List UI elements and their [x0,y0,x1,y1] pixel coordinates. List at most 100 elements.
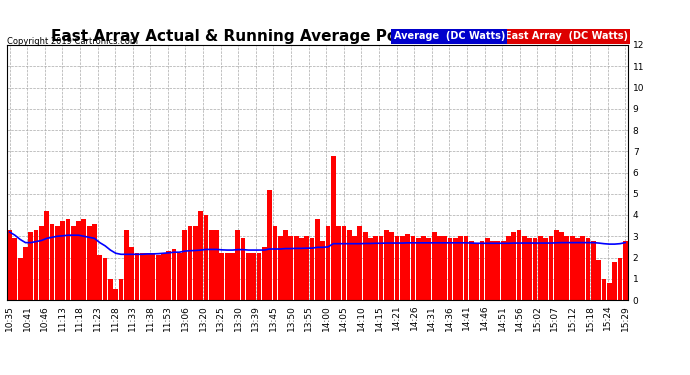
Bar [267,189,272,300]
Bar [135,253,139,300]
Text: Copyright 2019 Cartronics.com: Copyright 2019 Cartronics.com [7,38,138,46]
Bar [602,279,607,300]
Bar [283,230,288,300]
Bar [214,230,219,300]
Bar [347,230,352,300]
Bar [331,156,336,300]
Bar [522,236,526,300]
Bar [44,211,49,300]
Bar [437,236,442,300]
Bar [538,236,543,300]
Bar [586,238,591,300]
Bar [480,240,484,300]
Bar [469,240,474,300]
Bar [145,253,150,300]
Bar [193,226,198,300]
Bar [618,258,622,300]
Bar [342,226,346,300]
Bar [384,230,388,300]
Bar [209,230,214,300]
Bar [198,211,203,300]
Bar [39,226,43,300]
Bar [315,219,319,300]
Bar [501,240,506,300]
Bar [124,230,129,300]
Bar [304,236,309,300]
Bar [543,238,548,300]
Bar [580,236,585,300]
Bar [166,251,171,300]
Title: East Array Actual & Running Average Power Wed Jan 23 15:33: East Array Actual & Running Average Powe… [50,29,584,44]
Bar [60,221,65,300]
Bar [395,236,400,300]
Bar [12,238,17,300]
Bar [66,219,70,300]
Bar [257,253,262,300]
Bar [161,253,166,300]
Bar [453,238,457,300]
Bar [564,236,569,300]
Bar [596,260,601,300]
Bar [273,226,277,300]
Bar [108,279,112,300]
Bar [97,255,102,300]
Bar [448,238,453,300]
Bar [81,219,86,300]
Bar [23,247,28,300]
Bar [368,238,373,300]
Bar [230,253,235,300]
Bar [225,253,230,300]
Bar [527,238,532,300]
Bar [150,253,155,300]
Bar [495,240,500,300]
Bar [204,215,208,300]
Bar [87,226,92,300]
Bar [426,238,431,300]
Bar [336,226,341,300]
Bar [575,238,580,300]
Bar [246,253,250,300]
Bar [182,230,187,300]
Bar [623,240,628,300]
Bar [50,224,55,300]
Bar [188,226,193,300]
Bar [119,279,124,300]
Bar [559,232,564,300]
Bar [612,262,617,300]
Bar [485,238,490,300]
Bar [140,253,145,300]
Bar [326,226,331,300]
Bar [389,232,394,300]
Bar [570,236,575,300]
Bar [533,238,538,300]
Bar [177,253,181,300]
Bar [363,232,368,300]
Bar [490,240,495,300]
Bar [517,230,522,300]
Bar [506,236,511,300]
Bar [549,236,553,300]
Text: East Array  (DC Watts): East Array (DC Watts) [505,31,628,41]
Bar [235,230,240,300]
Bar [400,236,405,300]
Bar [294,236,299,300]
Bar [442,236,447,300]
Bar [458,236,463,300]
Bar [71,226,76,300]
Bar [464,236,469,300]
Bar [288,236,293,300]
Bar [34,230,39,300]
Bar [278,236,283,300]
Bar [405,234,410,300]
Bar [421,236,426,300]
Bar [28,232,33,300]
Bar [172,249,177,300]
Bar [373,236,378,300]
Bar [55,226,60,300]
Bar [474,243,479,300]
Bar [432,232,437,300]
Bar [416,238,421,300]
Bar [411,236,415,300]
Bar [251,253,256,300]
Bar [299,238,304,300]
